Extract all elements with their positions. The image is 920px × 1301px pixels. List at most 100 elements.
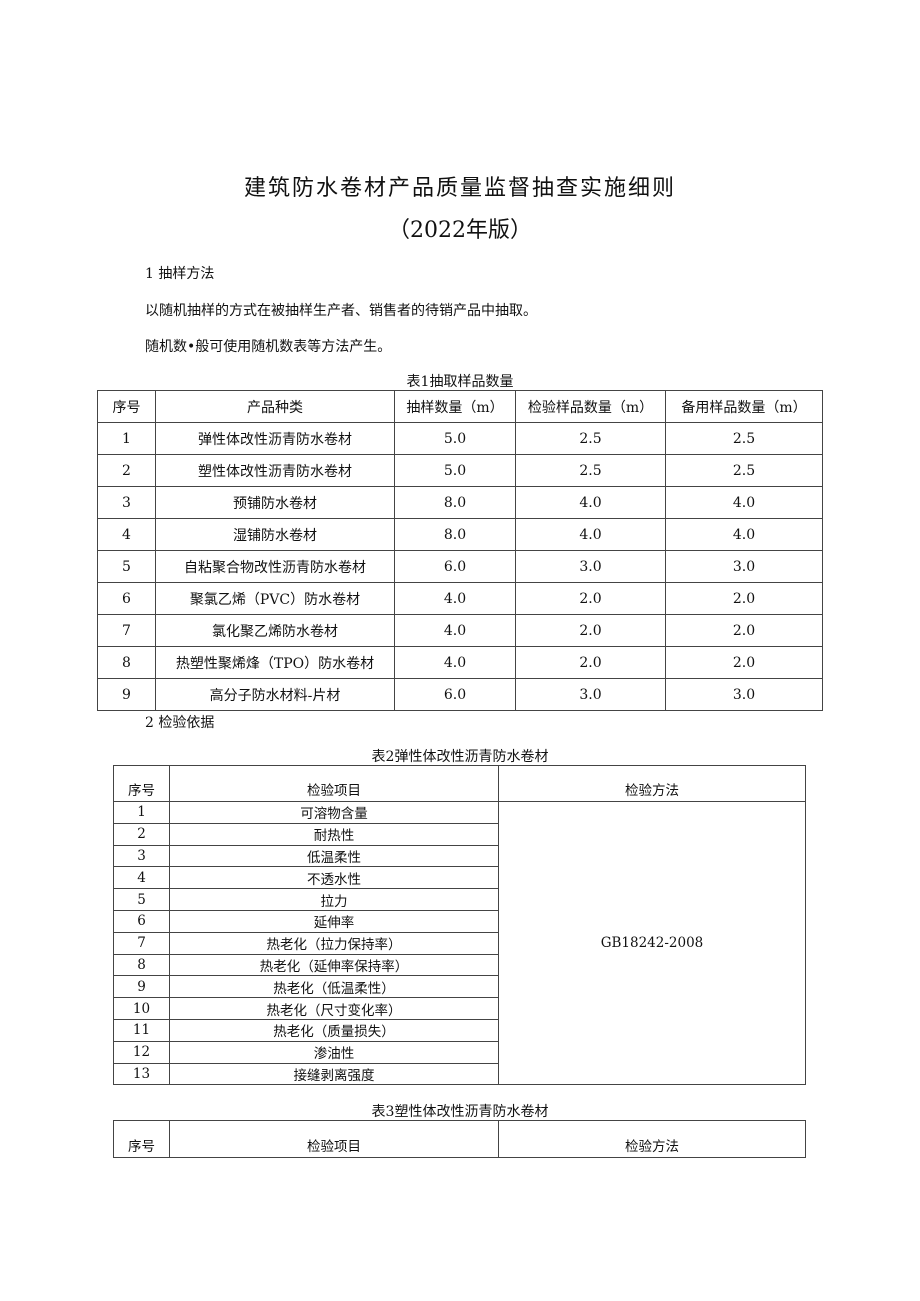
table-cell: 9 — [113, 975, 170, 999]
table-row: 11 热老化（质量损失） — [113, 1018, 806, 1042]
table-cell: 4.0 — [515, 486, 666, 519]
table-cell: 8.0 — [394, 486, 516, 519]
column-header: 检验样品数量（m） — [515, 390, 666, 423]
column-header: 序号 — [97, 390, 156, 423]
table-row: 5 拉力 — [113, 888, 806, 911]
column-header: 序号 — [113, 765, 170, 802]
section-1-para-1: 以随机抽样的方式在被抽样生产者、销售者的待销产品中抽取。 — [145, 303, 537, 319]
column-header: 检验项目 — [169, 1120, 499, 1158]
table-cell: 可溶物含量 — [169, 801, 499, 824]
table-row: 13 接缝剥离强度 — [113, 1062, 806, 1086]
table-cell: 2.0 — [515, 614, 666, 647]
table-cell: 11 — [113, 1018, 170, 1042]
table-cell: 5.0 — [394, 454, 516, 487]
table-cell: 6 — [113, 909, 170, 933]
table-cell: 4.0 — [394, 614, 516, 647]
section-1-heading: 1 抽样方法 — [145, 266, 215, 282]
table-row: 6 延伸率 — [113, 909, 806, 933]
table-2-caption: 表2弹性体改性沥青防水卷材 — [371, 749, 549, 765]
table-cell: 6 — [97, 582, 156, 615]
table-cell: 不透水性 — [169, 866, 499, 890]
document-subtitle: （2022年版） — [388, 218, 532, 243]
table-cell: 高分子防水材料-片材 — [155, 678, 395, 711]
table-cell: 4.0 — [665, 486, 823, 519]
table-cell: 7 — [97, 614, 156, 647]
table-row: 4 湿铺防水卷材 8.0 4.0 4.0 — [97, 518, 823, 551]
table-cell: 2 — [113, 822, 170, 846]
table-cell: 5.0 — [394, 422, 516, 455]
table-row: 7 氯化聚乙烯防水卷材 4.0 2.0 2.0 — [97, 614, 823, 647]
table-row: 3 预铺防水卷材 8.0 4.0 4.0 — [97, 486, 823, 519]
table-row: 8 热塑性聚烯烽（TPO）防水卷材 4.0 2.0 2.0 — [97, 646, 823, 679]
table-cell: 2.0 — [515, 646, 666, 679]
table-cell: 13 — [113, 1062, 170, 1086]
table-cell: 6.0 — [394, 678, 516, 711]
table-cell: 接缝剥离强度 — [169, 1062, 499, 1086]
table-cell: 3 — [97, 486, 156, 519]
table-cell: 2.5 — [515, 454, 666, 487]
table-cell: 3.0 — [515, 678, 666, 711]
table-cell: 热老化（尺寸变化率） — [169, 997, 499, 1020]
table-cell: 热老化（质量损失） — [169, 1018, 499, 1042]
column-header: 检验方法 — [498, 765, 806, 802]
table-cell: 4.0 — [394, 646, 516, 679]
inspection-items-table-2: 序号 检验项目 检验方法 1 可溶物含量 GB18242-2008 2 耐热性 3 低温柔性 4 不… — [113, 765, 806, 1086]
table-cell: 拉力 — [169, 888, 499, 911]
column-header: 检验项目 — [169, 765, 499, 802]
table-cell: 3.0 — [665, 678, 823, 711]
table-row: 1 可溶物含量 GB18242-2008 — [113, 800, 806, 1086]
table-cell: 4.0 — [515, 518, 666, 551]
table-cell: 12 — [113, 1040, 170, 1064]
table-cell: 8.0 — [394, 518, 516, 551]
table-cell: 6.0 — [394, 550, 516, 583]
table-cell: 塑性体改性沥青防水卷材 — [155, 454, 395, 487]
table-cell: 热老化（拉力保持率） — [169, 931, 499, 955]
table-cell: 1 — [113, 801, 170, 824]
table-cell: 9 — [97, 678, 156, 711]
sample-quantity-table: 序号 产品种类 抽样数量（m） 检验样品数量（m） 备用样品数量（m） 1 弹性体改性沥青… — [97, 390, 823, 711]
table-cell: 自粘聚合物改性沥青防水卷材 — [155, 550, 395, 583]
table-header-row: 序号 产品种类 抽样数量（m） 检验样品数量（m） 备用样品数量（m） — [97, 390, 823, 423]
table-cell: 2.5 — [515, 422, 666, 455]
table-cell: 2.0 — [665, 582, 823, 615]
table-cell: 3.0 — [665, 550, 823, 583]
table-cell: 1 — [97, 422, 156, 455]
table-cell: 10 — [113, 997, 170, 1020]
column-header: 抽样数量（m） — [394, 390, 516, 423]
table-cell: 5 — [97, 550, 156, 583]
table-cell: 4 — [97, 518, 156, 551]
table-cell: 2 — [97, 454, 156, 487]
table-row: 6 聚氯乙烯（PVC）防水卷材 4.0 2.0 2.0 — [97, 582, 823, 615]
table-row: 1 弹性体改性沥青防水卷材 5.0 2.5 2.5 — [97, 422, 823, 455]
column-header: 备用样品数量（m） — [665, 390, 823, 423]
document-title: 建筑防水卷材产品质量监督抽查实施细则 — [243, 176, 676, 201]
table-cell: 氯化聚乙烯防水卷材 — [155, 614, 395, 647]
table-cell: 2.0 — [665, 646, 823, 679]
table-cell: 3.0 — [515, 550, 666, 583]
table-cell: 7 — [113, 931, 170, 955]
table-cell: 8 — [113, 953, 170, 977]
table-cell: 耐热性 — [169, 822, 499, 846]
column-header: 产品种类 — [155, 390, 395, 423]
table-cell: 预铺防水卷材 — [155, 486, 395, 519]
table-cell: 2.5 — [665, 454, 823, 487]
table-cell: 聚氯乙烯（PVC）防水卷材 — [155, 582, 395, 615]
inspection-items-table-3: 序号 检验项目 检验方法 — [113, 1120, 806, 1158]
table-cell: 低温柔性 — [169, 844, 499, 868]
column-header: 序号 — [113, 1120, 170, 1158]
table-cell: 3 — [113, 844, 170, 868]
table-cell: 热老化（延伸率保持率） — [169, 953, 499, 977]
table-row: 2 塑性体改性沥青防水卷材 5.0 2.5 2.5 — [97, 454, 823, 487]
table-row: 3 低温柔性 — [113, 844, 806, 868]
table-cell: 2.5 — [665, 422, 823, 455]
table-cell: 2.0 — [515, 582, 666, 615]
table-1-caption: 表1抽取样品数量 — [406, 374, 514, 390]
inspection-method-cell: GB18242-2008 — [498, 800, 806, 1086]
table-header-row: 序号 检验项目 检验方法 — [113, 1120, 806, 1158]
table-cell: 4 — [113, 866, 170, 890]
table-row: 10 热老化（尺寸变化率） — [113, 997, 806, 1020]
section-1-para-2: 随机数•般可使用随机数表等方法产生。 — [145, 339, 392, 355]
table-cell: 2.0 — [665, 614, 823, 647]
table-cell: 渗油性 — [169, 1040, 499, 1064]
column-header: 检验方法 — [498, 1120, 806, 1158]
